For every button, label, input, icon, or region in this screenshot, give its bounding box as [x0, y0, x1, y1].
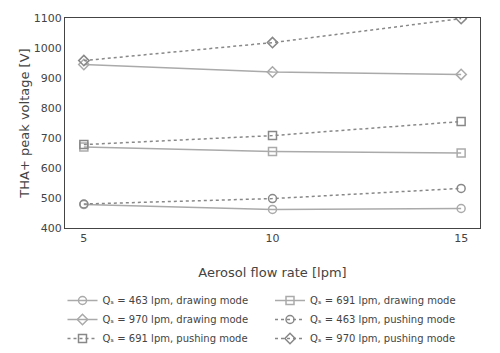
svg-text:600: 600 [41, 162, 62, 175]
svg-text:Qₛ = 970 lpm, drawing mode: Qₛ = 970 lpm, drawing mode [103, 314, 249, 325]
svg-text:800: 800 [41, 102, 62, 115]
svg-text:1100: 1100 [34, 12, 62, 25]
svg-text:15: 15 [454, 232, 468, 245]
svg-text:5: 5 [80, 232, 87, 245]
svg-text:Qₛ = 691 lpm, pushing mode: Qₛ = 691 lpm, pushing mode [103, 333, 248, 344]
svg-text:10: 10 [266, 232, 280, 245]
svg-text:THA+ peak voltage [V]: THA+ peak voltage [V] [17, 48, 32, 198]
svg-text:Qₛ = 463 lpm, drawing mode: Qₛ = 463 lpm, drawing mode [103, 295, 249, 306]
svg-text:1000: 1000 [34, 42, 62, 55]
svg-text:500: 500 [41, 192, 62, 205]
svg-text:400: 400 [41, 222, 62, 235]
svg-text:700: 700 [41, 132, 62, 145]
svg-text:Qₛ = 691 lpm, drawing mode: Qₛ = 691 lpm, drawing mode [310, 295, 456, 306]
svg-text:900: 900 [41, 72, 62, 85]
svg-text:Aerosol flow rate [lpm]: Aerosol flow rate [lpm] [198, 265, 346, 280]
svg-text:Qₛ = 463 lpm, pushing mode: Qₛ = 463 lpm, pushing mode [310, 314, 455, 325]
svg-text:Qₛ = 970 lpm, pushing mode: Qₛ = 970 lpm, pushing mode [310, 333, 455, 344]
